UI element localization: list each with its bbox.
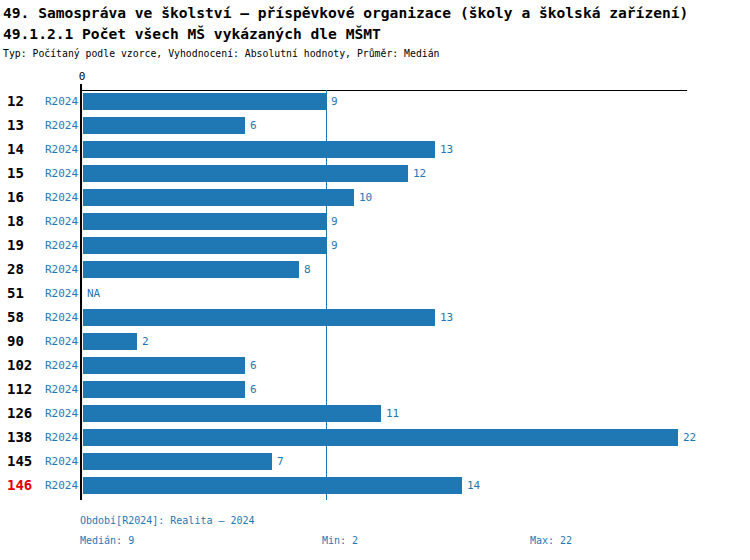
footer-min-stat: Min: 2 (322, 535, 358, 546)
footer-period-line: Období[R2024]: Realita – 2024 (80, 515, 255, 526)
chart-footer: Období[R2024]: Realita – 2024 Medián: 9 … (0, 0, 750, 560)
footer-max-stat: Max: 22 (530, 535, 572, 546)
report-page: 49. Samospráva ve školství – příspěvkové… (0, 0, 750, 560)
footer-median-stat: Medián: 9 (80, 535, 134, 546)
